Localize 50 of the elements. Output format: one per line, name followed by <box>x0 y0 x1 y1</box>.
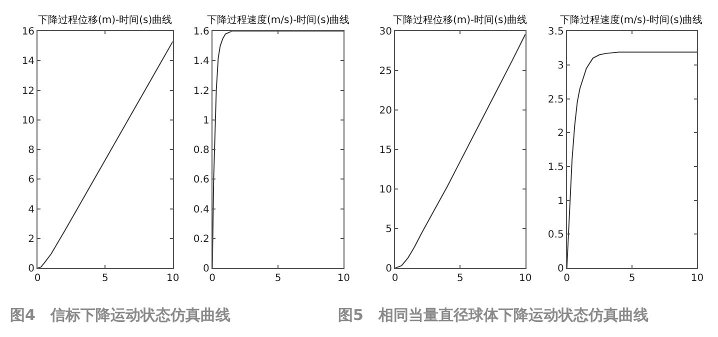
x-tick-label: 5 <box>628 273 636 284</box>
x-tick-label: 5 <box>102 273 108 284</box>
y-tick-label: 2 <box>28 234 35 245</box>
y-tick-label: 2.5 <box>548 94 564 106</box>
y-tick-label: 0 <box>202 264 210 275</box>
y-tick-label: 1.4 <box>193 56 210 68</box>
y-tick-label: 0.2 <box>193 234 210 245</box>
y-tick-label: 3.5 <box>548 26 564 38</box>
y-tick-label: 8 <box>28 145 35 156</box>
y-tick-label: 16 <box>22 26 35 38</box>
y-tick-label: 1.6 <box>193 26 210 38</box>
y-tick-label: 1 <box>557 196 564 207</box>
chart-title: 下降过程速度(m/s)-时间(s)曲线 <box>560 14 703 26</box>
chart-title: 下降过程速度(m/s)-时间(s)曲线 <box>207 14 350 26</box>
y-tick-label: 2 <box>557 128 564 140</box>
y-tick-label: 5 <box>386 224 392 236</box>
x-tick-label: 10 <box>690 273 704 284</box>
y-tick-label: 10 <box>22 115 35 126</box>
y-tick-label: 3 <box>557 60 564 72</box>
y-tick-label: 6 <box>28 174 35 186</box>
caption: 图5 相同当量直径球体下降运动状态仿真曲线 <box>338 306 648 324</box>
y-tick-label: 30 <box>379 26 392 38</box>
y-tick-label: 0 <box>386 264 392 275</box>
x-tick-label: 10 <box>166 273 180 284</box>
x-tick-label: 5 <box>274 273 282 284</box>
y-tick-label: 0.6 <box>193 174 210 186</box>
y-tick-label: 1.5 <box>548 162 564 174</box>
y-tick-label: 14 <box>22 56 35 68</box>
chart-title: 下降过程位移(m)-时间(s)曲线 <box>38 14 172 26</box>
y-tick-label: 15 <box>379 145 392 156</box>
y-tick-label: 0.5 <box>548 230 564 241</box>
y-tick-label: 0.8 <box>193 145 210 156</box>
y-tick-label: 20 <box>379 106 392 117</box>
y-tick-label: 25 <box>379 66 392 78</box>
y-tick-label: 0.4 <box>193 204 210 216</box>
y-tick-label: 0 <box>557 264 564 275</box>
x-tick-label: 10 <box>519 273 532 284</box>
y-tick-label: 0 <box>28 264 35 275</box>
line-series <box>38 40 173 268</box>
x-tick-label: 10 <box>337 273 350 284</box>
y-tick-label: 4 <box>28 204 35 216</box>
y-tick-label: 1.2 <box>193 86 210 97</box>
y-tick-label: 1 <box>202 115 210 126</box>
caption: 图4 信标下降运动状态仿真曲线 <box>10 306 230 324</box>
y-tick-label: 10 <box>379 184 392 196</box>
line-series <box>566 52 698 268</box>
x-tick-label: 5 <box>457 273 464 284</box>
line-series <box>395 34 526 268</box>
chart-title: 下降过程位移(m)-时间(s)曲线 <box>393 14 528 26</box>
y-tick-label: 12 <box>22 86 35 97</box>
